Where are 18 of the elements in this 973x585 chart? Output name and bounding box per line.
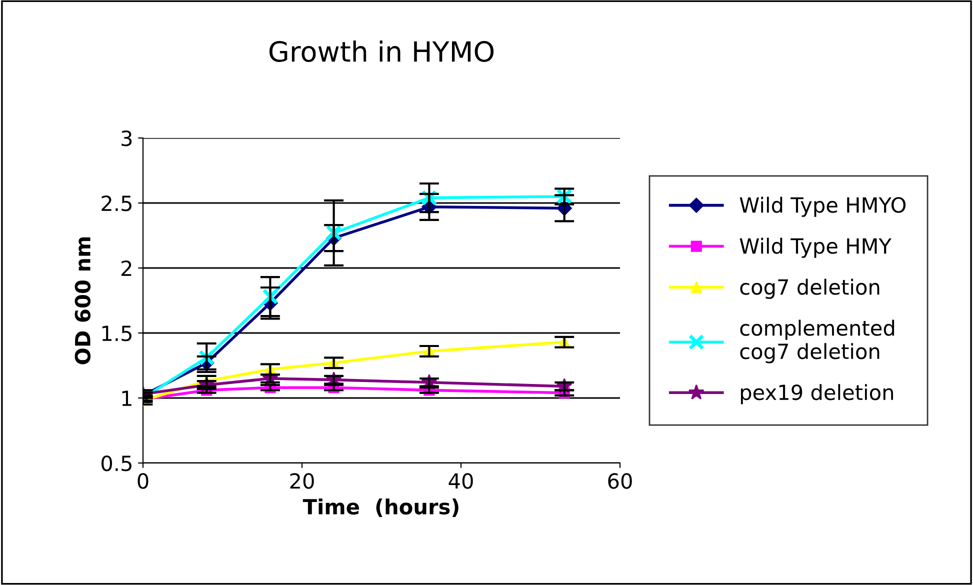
x-tick-label: 40 <box>448 473 473 489</box>
legend-label: cog7 deletion <box>740 278 880 299</box>
x-axis-title: Time (hours) <box>302 498 458 518</box>
y-tick-label: 3 <box>122 130 132 146</box>
x-tick-label: 60 <box>608 473 632 489</box>
legend-label: Wild Type HMY <box>740 238 892 258</box>
y-tick-label: 1 <box>122 390 132 406</box>
legend-label: complemented cog7 deletion <box>740 320 894 364</box>
y-tick-label: 2 <box>122 260 132 276</box>
y-tick-label: 0.5 <box>102 455 132 472</box>
y-tick-label: 1.5 <box>102 326 132 342</box>
legend-label: Wild Type HMYO <box>740 196 906 217</box>
legend-label: pex19 deletion <box>740 384 894 404</box>
chart-title: Growth in HYMO <box>269 40 494 62</box>
x-tick-label: 0 <box>138 473 148 489</box>
y-tick-label: 2.5 <box>102 195 132 212</box>
y-axis-title: OD 600 nm <box>74 237 91 364</box>
x-tick-label: 20 <box>290 473 314 489</box>
